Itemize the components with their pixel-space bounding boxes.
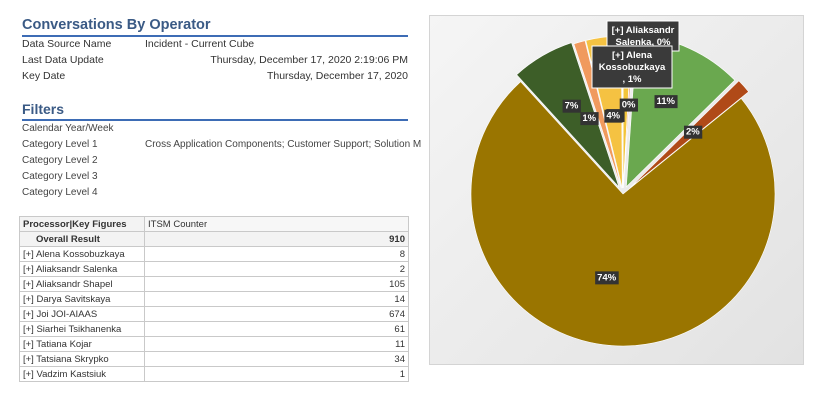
table-row[interactable]: [+] Siarhei Tsikhanenka 61 [19,321,409,337]
counter-value: 674 [144,306,409,322]
filter-label: Calendar Year/Week [22,123,114,134]
filters-title: Filters [22,101,408,121]
pie-data-label: 0% [622,100,636,111]
key-date-label: Key Date [22,70,66,82]
last-update-label: Last Data Update [22,54,104,66]
table-row[interactable]: [+] Darya Savitskaya 14 [19,291,409,307]
processor-name[interactable]: [+] Tatiana Kojar [19,336,145,352]
filter-row[interactable]: Category Level 4 [22,187,98,198]
data-source-value: Incident - Current Cube [145,38,255,50]
pie-data-label: 1% [582,113,596,124]
pie-data-label-bg [595,271,619,285]
pie-data-label: 2% [686,127,700,138]
callout-box [591,45,673,89]
pie-data-label-bg [683,125,703,139]
pie-chart-area: 1%0%11%2%74%7%1%4%[+] AliaksandrSalenka,… [429,15,804,365]
report-title: Conversations By Operator [22,17,408,37]
counter-value: 34 [144,351,409,367]
filter-row[interactable]: Category Level 2 [22,155,98,166]
table-row[interactable]: [+] Vadzim Kastsiuk 1 [19,366,409,382]
results-table: Processor|Key Figures ITSM Counter Overa… [19,216,409,382]
table-row[interactable]: [+] Tatiana Kojar 11 [19,336,409,352]
processor-name[interactable]: [+] Alena Kossobuzkaya [19,246,145,262]
pie-data-label-bg [654,95,678,109]
pie-data-label-bg [580,112,599,126]
pie-data-label-bg [604,109,623,123]
pie-slice[interactable] [516,42,620,188]
processor-name[interactable]: [+] Tatsiana Skrypko [19,351,145,367]
filter-row[interactable]: Category Level 3 [22,171,98,182]
data-source-label: Data Source Name [22,38,112,50]
processor-name[interactable]: [+] Darya Savitskaya [19,291,145,307]
counter-value: 2 [144,261,409,277]
pie-data-label: 4% [606,111,620,122]
pie-data-label-bg [562,99,581,113]
table-row[interactable]: [+] Aliaksandr Shapel 105 [19,276,409,292]
pie-data-label: 7% [565,101,579,112]
table-row[interactable]: [+] Tatsiana Skrypko 34 [19,351,409,367]
callout-text: Kossobuzkaya [599,62,666,73]
callout-text: Salenka, 0% [616,37,671,48]
filter-label: Category Level 3 [22,171,98,182]
callout-text: , 1% [622,74,642,85]
filter-row[interactable]: Calendar Year/Week [22,123,114,134]
total-value: 910 [144,231,409,247]
pie-slice[interactable] [470,81,776,347]
pie-chart: 1%0%11%2%74%7%1%4%[+] AliaksandrSalenka,… [470,20,776,347]
callout-text: [+] Alena [612,50,653,61]
column-header[interactable]: ITSM Counter [144,216,409,232]
counter-value: 11 [144,336,409,352]
counter-value: 8 [144,246,409,262]
key-date-value: Thursday, December 17, 2020 [266,70,408,82]
processor-name[interactable]: [+] Aliaksandr Shapel [19,276,145,292]
processor-name[interactable]: [+] Siarhei Tsikhanenka [19,321,145,337]
pie-data-label-bg [619,98,638,112]
filter-label: Category Level 2 [22,155,98,166]
filter-label: Category Level 4 [22,187,98,198]
processor-name[interactable]: [+] Vadzim Kastsiuk [19,366,145,382]
total-label: Overall Result [19,231,145,247]
last-update-value: Thursday, December 17, 2020 2:19:06 PM [210,54,408,66]
filter-label: Category Level 1 [22,139,98,150]
table-row[interactable]: [+] Alena Kossobuzkaya 8 [19,246,409,262]
processor-name[interactable]: [+] Aliaksandr Salenka [19,261,145,277]
counter-value: 14 [144,291,409,307]
pie-data-label: 11% [657,96,676,107]
callout-text: [+] Aliaksandr [612,25,675,36]
table-header-row: Processor|Key Figures ITSM Counter [19,216,409,232]
filter-value: Cross Application Components; Customer S… [145,139,422,150]
pie-data-label: 74% [597,272,617,283]
counter-value: 1 [144,366,409,382]
table-row[interactable]: [+] Aliaksandr Salenka 2 [19,261,409,277]
counter-value: 105 [144,276,409,292]
column-header[interactable]: Processor|Key Figures [19,216,145,232]
total-row: Overall Result 910 [19,231,409,247]
processor-name[interactable]: [+] Joi JOI-AIAAS [19,306,145,322]
filter-row[interactable]: Category Level 1 Cross Application Compo… [22,139,421,150]
table-row[interactable]: [+] Joi JOI-AIAAS 674 [19,306,409,322]
counter-value: 61 [144,321,409,337]
